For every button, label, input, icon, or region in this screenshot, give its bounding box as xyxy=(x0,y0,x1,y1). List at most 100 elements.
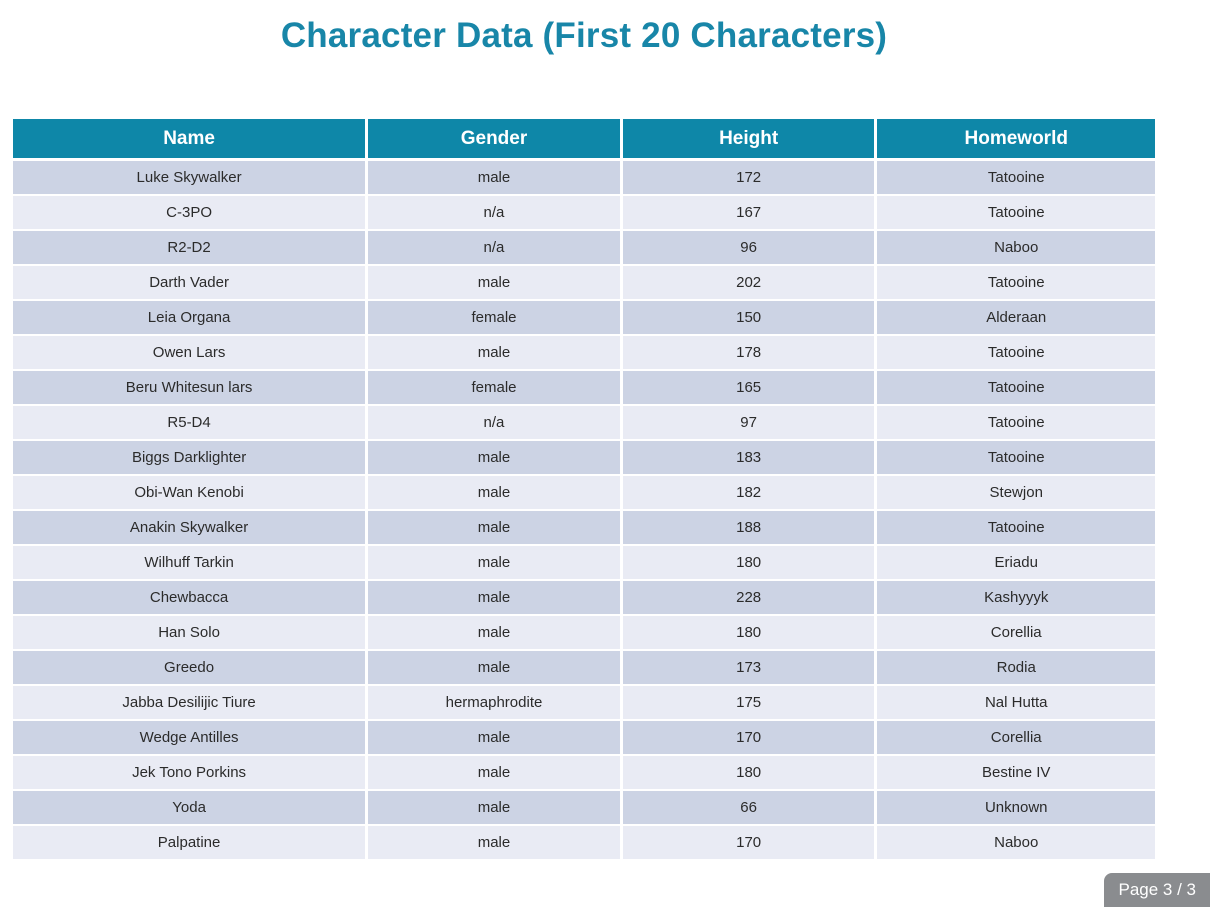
table-row: Obi-Wan Kenobi male 182 Stewjon xyxy=(13,476,1155,511)
column-header-gender: Gender xyxy=(368,119,623,161)
cell-gender: male xyxy=(368,826,623,861)
cell-height: 96 xyxy=(622,231,878,266)
table-row: Greedo male 173 Rodia xyxy=(13,651,1155,686)
cell-height: 180 xyxy=(622,616,878,651)
cell-gender: male xyxy=(368,511,623,546)
cell-height: 66 xyxy=(622,791,878,826)
cell-name: Han Solo xyxy=(13,616,369,651)
cell-gender: male xyxy=(368,581,623,616)
cell-name: Wedge Antilles xyxy=(13,721,369,756)
cell-name: R2-D2 xyxy=(13,231,369,266)
table-row: Wilhuff Tarkin male 180 Eriadu xyxy=(13,546,1155,581)
cell-height: 202 xyxy=(622,266,878,301)
cell-homeworld: Tatooine xyxy=(877,371,1155,406)
table-row: Darth Vader male 202 Tatooine xyxy=(13,266,1155,301)
table-body: Luke Skywalker male 172 Tatooine C-3PO n/a 167… xyxy=(13,161,1155,861)
table-header: Name Gender Height Homeworld xyxy=(13,119,1155,161)
cell-gender: male xyxy=(368,161,623,196)
cell-name: Anakin Skywalker xyxy=(13,511,369,546)
cell-height: 188 xyxy=(622,511,878,546)
cell-gender: male xyxy=(368,616,623,651)
table-row: Luke Skywalker male 172 Tatooine xyxy=(13,161,1155,196)
table-header-row: Name Gender Height Homeworld xyxy=(13,119,1155,161)
table-row: R2-D2 n/a 96 Naboo xyxy=(13,231,1155,266)
cell-name: Jek Tono Porkins xyxy=(13,756,369,791)
cell-homeworld: Rodia xyxy=(877,651,1155,686)
cell-height: 167 xyxy=(622,196,878,231)
cell-homeworld: Nal Hutta xyxy=(877,686,1155,721)
table-row: Owen Lars male 178 Tatooine xyxy=(13,336,1155,371)
cell-homeworld: Kashyyyk xyxy=(877,581,1155,616)
page-title: Character Data (First 20 Characters) xyxy=(280,16,888,55)
cell-name: Beru Whitesun lars xyxy=(13,371,369,406)
cell-gender: female xyxy=(368,301,623,336)
table-row: Anakin Skywalker male 188 Tatooine xyxy=(13,511,1155,546)
cell-gender: male xyxy=(368,651,623,686)
cell-homeworld: Tatooine xyxy=(877,336,1155,371)
cell-height: 173 xyxy=(622,651,878,686)
cell-name: Yoda xyxy=(13,791,369,826)
cell-name: Chewbacca xyxy=(13,581,369,616)
cell-gender: n/a xyxy=(368,406,623,441)
cell-homeworld: Eriadu xyxy=(877,546,1155,581)
cell-gender: n/a xyxy=(368,196,623,231)
table-row: Han Solo male 180 Corellia xyxy=(13,616,1155,651)
cell-height: 165 xyxy=(622,371,878,406)
cell-gender: female xyxy=(368,371,623,406)
cell-gender: n/a xyxy=(368,231,623,266)
table-row: Beru Whitesun lars female 165 Tatooine xyxy=(13,371,1155,406)
table-row: Jek Tono Porkins male 180 Bestine IV xyxy=(13,756,1155,791)
cell-height: 175 xyxy=(622,686,878,721)
cell-name: Greedo xyxy=(13,651,369,686)
cell-homeworld: Tatooine xyxy=(877,161,1155,196)
table-row: Jabba Desilijic Tiure hermaphrodite 175 Nal… xyxy=(13,686,1155,721)
cell-homeworld: Alderaan xyxy=(877,301,1155,336)
page-indicator-badge: Page 3 / 3 xyxy=(1104,873,1210,907)
cell-homeworld: Tatooine xyxy=(877,511,1155,546)
cell-height: 228 xyxy=(622,581,878,616)
cell-gender: male xyxy=(368,721,623,756)
cell-height: 170 xyxy=(622,826,878,861)
cell-name: Biggs Darklighter xyxy=(13,441,369,476)
table-row: Biggs Darklighter male 183 Tatooine xyxy=(13,441,1155,476)
character-table: Name Gender Height Homeworld Luke Skywalker… xyxy=(13,119,1155,861)
table-row: C-3PO n/a 167 Tatooine xyxy=(13,196,1155,231)
table-row: Yoda male 66 Unknown xyxy=(13,791,1155,826)
cell-name: Luke Skywalker xyxy=(13,161,369,196)
cell-name: Owen Lars xyxy=(13,336,369,371)
cell-name: R5-D4 xyxy=(13,406,369,441)
table-row: Wedge Antilles male 170 Corellia xyxy=(13,721,1155,756)
cell-homeworld: Corellia xyxy=(877,721,1155,756)
cell-name: Leia Organa xyxy=(13,301,369,336)
cell-name: Obi-Wan Kenobi xyxy=(13,476,369,511)
cell-name: C-3PO xyxy=(13,196,369,231)
cell-gender: male xyxy=(368,476,623,511)
cell-homeworld: Unknown xyxy=(877,791,1155,826)
cell-homeworld: Naboo xyxy=(877,826,1155,861)
cell-homeworld: Naboo xyxy=(877,231,1155,266)
cell-height: 170 xyxy=(622,721,878,756)
cell-gender: hermaphrodite xyxy=(368,686,623,721)
cell-height: 180 xyxy=(622,756,878,791)
cell-gender: male xyxy=(368,336,623,371)
cell-name: Palpatine xyxy=(13,826,369,861)
cell-homeworld: Corellia xyxy=(877,616,1155,651)
table-row: Palpatine male 170 Naboo xyxy=(13,826,1155,861)
cell-height: 183 xyxy=(622,441,878,476)
cell-gender: male xyxy=(368,791,623,826)
column-header-name: Name xyxy=(13,119,369,161)
cell-gender: male xyxy=(368,266,623,301)
cell-gender: male xyxy=(368,546,623,581)
table-row: Leia Organa female 150 Alderaan xyxy=(13,301,1155,336)
cell-height: 178 xyxy=(622,336,878,371)
cell-height: 97 xyxy=(622,406,878,441)
cell-height: 150 xyxy=(622,301,878,336)
cell-homeworld: Tatooine xyxy=(877,266,1155,301)
cell-height: 180 xyxy=(622,546,878,581)
cell-homeworld: Tatooine xyxy=(877,196,1155,231)
cell-height: 172 xyxy=(622,161,878,196)
cell-name: Jabba Desilijic Tiure xyxy=(13,686,369,721)
cell-homeworld: Stewjon xyxy=(877,476,1155,511)
column-header-height: Height xyxy=(622,119,878,161)
